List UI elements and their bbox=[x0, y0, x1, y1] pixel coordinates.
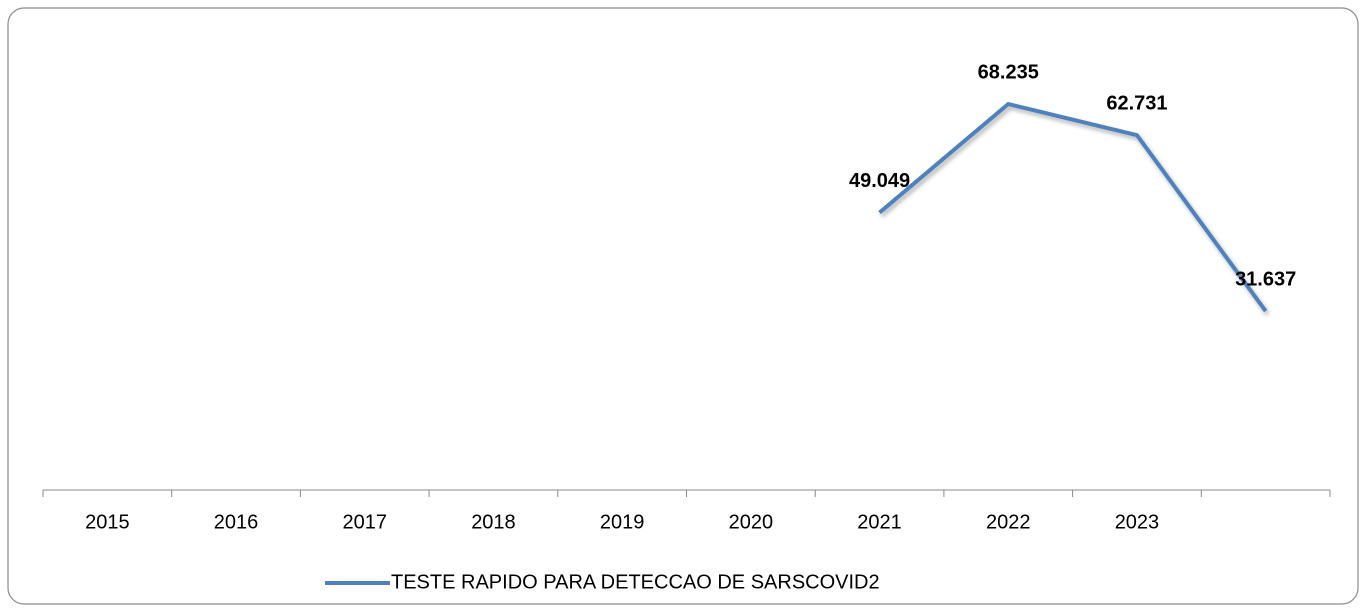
x-tick-label: 2021 bbox=[857, 511, 902, 533]
x-tick-label: 2023 bbox=[1115, 511, 1160, 533]
x-tick-label: 2019 bbox=[600, 511, 645, 533]
x-tick-label: 2015 bbox=[85, 511, 130, 533]
data-label: 62.731 bbox=[1106, 92, 1167, 114]
chart-frame bbox=[7, 7, 1359, 605]
x-tick-label: 2016 bbox=[214, 511, 259, 533]
x-tick-label: 2017 bbox=[343, 511, 388, 533]
x-tick-label: 2018 bbox=[471, 511, 516, 533]
data-label: 49.049 bbox=[849, 170, 910, 192]
data-label: 68.235 bbox=[978, 61, 1039, 83]
data-label: 31.637 bbox=[1235, 268, 1296, 290]
x-tick-label: 2022 bbox=[986, 511, 1031, 533]
series-line bbox=[878, 102, 1268, 313]
legend-label: TESTE RAPIDO PARA DETECCAO DE SARSCOVID2 bbox=[391, 571, 880, 593]
x-tick-label: 2020 bbox=[729, 511, 774, 533]
